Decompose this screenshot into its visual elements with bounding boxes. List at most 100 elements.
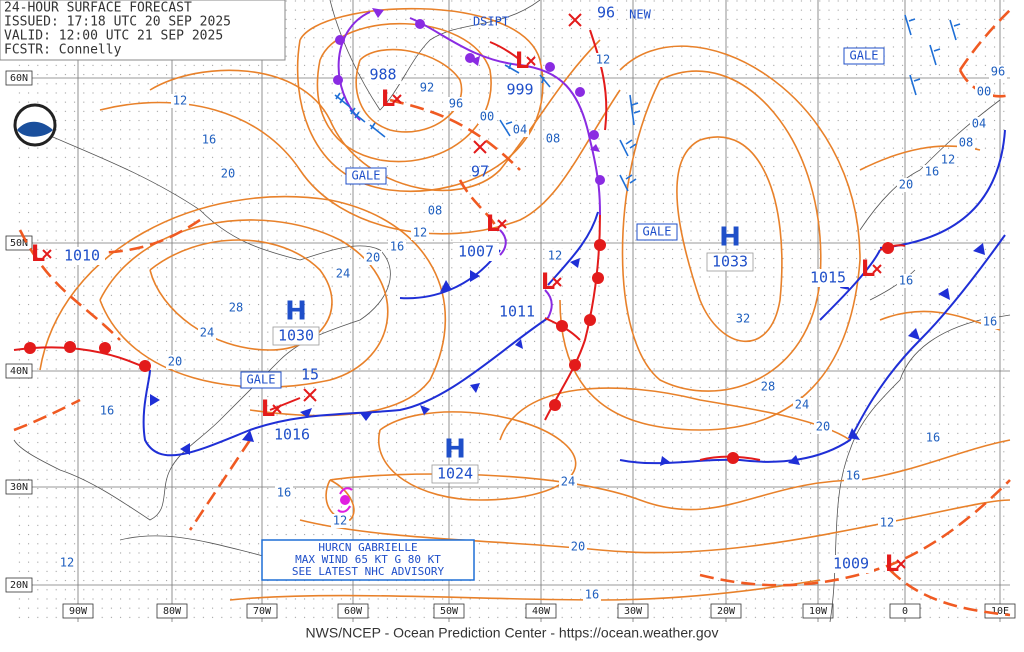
isobar-label-bg [171, 94, 189, 108]
latitude-label-box [5, 363, 33, 379]
forecast-pressure: 15 [301, 366, 319, 384]
isobar-label-bg [227, 301, 245, 315]
isobar-label: 24 [561, 475, 575, 489]
isobar-label: 28 [761, 380, 775, 394]
isobar-label: 12 [173, 94, 187, 108]
isobar-label: 00 [480, 110, 494, 124]
gale-label: GALE [247, 373, 276, 387]
isobar-label: 12 [880, 516, 894, 530]
isobar-label: 92 [420, 81, 434, 95]
isobar-label-bg [897, 274, 915, 288]
isobar-label: 08 [546, 132, 560, 146]
isobar-label-bg [418, 81, 436, 95]
pressure-box [453, 243, 499, 261]
center-symbol: L [541, 270, 555, 295]
isobar-label: 20 [366, 251, 380, 265]
isobar-label: 16 [899, 274, 913, 288]
longitude-label: 30W [624, 606, 643, 617]
isobar-label: 96 [991, 65, 1005, 79]
isobar-label: 16 [585, 588, 599, 602]
isobar-label: 12 [548, 249, 562, 263]
longitude-label-box [617, 603, 649, 619]
center-pressure: 1009 [833, 555, 869, 573]
isobar-label: 12 [413, 226, 427, 240]
pressure-box [501, 81, 539, 99]
isobar-label-bg [200, 133, 218, 147]
isobar-label-bg [569, 540, 587, 554]
isobar-label-bg [275, 486, 293, 500]
latitude-label: 60N [10, 73, 28, 84]
isobar-label-bg [58, 556, 76, 570]
isobar-label: 16 [202, 133, 216, 147]
isobar-label-bg [511, 123, 529, 137]
isobar-label-bg [970, 117, 988, 131]
isobar-label-bg [759, 380, 777, 394]
pressure-box [431, 464, 479, 484]
isobar-label-bg [559, 475, 577, 489]
pressure-box [805, 269, 851, 287]
gale-label: GALE [850, 49, 879, 63]
isobar-label-bg [166, 355, 184, 369]
longitude-label: 90W [69, 606, 88, 617]
pressure-box [364, 66, 402, 84]
latitude-label: 40N [10, 366, 28, 377]
center-symbol: H [719, 223, 741, 253]
isobar-label-bg [331, 514, 349, 528]
isobar-label-bg [478, 110, 496, 124]
longitude-label: 40W [532, 606, 551, 617]
gale-box [240, 371, 282, 389]
longitude-label-box [246, 603, 278, 619]
isobar-label-bg [388, 240, 406, 254]
longitude-label: 10E [991, 606, 1009, 617]
longitude-label-box [889, 603, 921, 619]
center-pressure: 1015 [810, 269, 846, 287]
gale-box [636, 223, 678, 241]
isobar-label: 20 [221, 167, 235, 181]
forecast-pressure: 97 [471, 163, 489, 181]
isobar-label: 20 [571, 540, 585, 554]
latitude-label: 50N [10, 238, 28, 249]
gale-label: GALE [352, 169, 381, 183]
longitude-label: 80W [163, 606, 182, 617]
isobar-label: 16 [926, 431, 940, 445]
isobar-label: 12 [941, 153, 955, 167]
center-pressure: 1007 [458, 243, 494, 261]
header-line: FCSTR: Connelly [4, 43, 122, 58]
isobar-label-bg [957, 136, 975, 150]
center-pressure: 1024 [437, 465, 473, 483]
latitude-label: 20N [10, 580, 28, 591]
center-cross [272, 404, 282, 414]
longitude-label-box [802, 603, 834, 619]
isobar-label-bg [334, 267, 352, 281]
isobar-label-bg [878, 516, 896, 530]
isobar-label: 16 [100, 404, 114, 418]
isobar-label-bg [814, 420, 832, 434]
center-symbol: H [285, 297, 307, 327]
longitude-label: 60W [344, 606, 363, 617]
longitude-label: 70W [253, 606, 272, 617]
isobar-label-bg [897, 178, 915, 192]
longitude-label: 50W [440, 606, 459, 617]
header-line: ISSUED: 17:18 UTC 20 SEP 2025 [4, 15, 231, 30]
forecast-cross [473, 140, 487, 154]
pressure-box [269, 426, 315, 444]
isobar-label: 12 [333, 514, 347, 528]
wind-barbs [334, 14, 961, 192]
hurricane-symbol [337, 487, 353, 513]
isobar-label: 20 [899, 178, 913, 192]
isobar-label: 20 [168, 355, 182, 369]
isobar-label-bg [583, 588, 601, 602]
header-line: VALID: 12:00 UTC 21 SEP 2025 [4, 29, 223, 44]
hurricane-text: MAX WIND 65 KT G 80 KT [295, 553, 441, 566]
center-cross [896, 559, 906, 569]
longitude-label: 0 [902, 606, 908, 617]
new-label: NEW [629, 8, 651, 22]
longitude-label-box [62, 603, 94, 619]
header-box [0, 0, 286, 61]
footer: NWS/NCEP - Ocean Prediction Center - htt… [306, 625, 719, 641]
center-symbol: L [515, 49, 529, 74]
longitude-label: 20W [717, 606, 736, 617]
latitude-label-box [5, 577, 33, 593]
